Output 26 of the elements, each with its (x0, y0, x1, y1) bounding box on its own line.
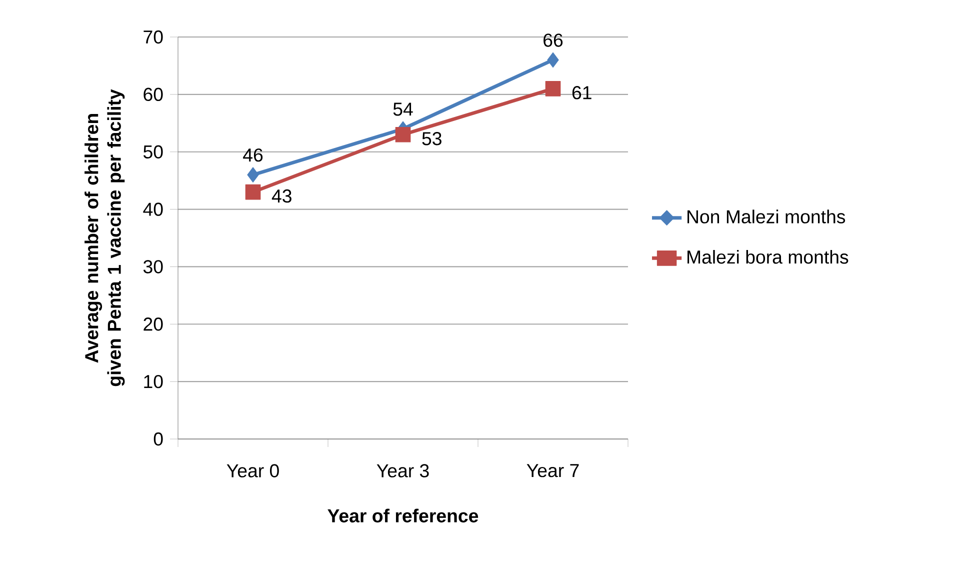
point (247, 167, 259, 182)
y-tick-label: 20 (144, 318, 163, 331)
data-label: 54 (393, 102, 413, 116)
x-tick-label: Year 0 (226, 464, 279, 478)
data-label: 61 (572, 86, 592, 100)
y-axis-title: Average number of children given Penta 1 vaccine per facility (84, 89, 125, 386)
y-tick-label: 50 (144, 145, 163, 158)
y-tick-label: 0 (154, 432, 163, 446)
x-tick-label: Year 7 (526, 464, 579, 478)
point (245, 184, 261, 200)
data-label: 53 (422, 132, 442, 146)
data-label: 43 (272, 189, 292, 203)
x-tick-label: Year 3 (376, 464, 429, 478)
data-label: 66 (544, 34, 563, 47)
y-tick-label: 70 (144, 30, 163, 44)
point (547, 52, 559, 68)
y-tick-label: 30 (143, 260, 163, 274)
legend-label: Malezi bora months (688, 250, 848, 264)
legend-label: Non Malezi months (688, 210, 846, 224)
y-tick-label: 40 (143, 202, 163, 216)
point (545, 81, 561, 96)
point (395, 126, 411, 142)
y-tick-label: 60 (144, 88, 163, 102)
x-axis-title: Year of reference (328, 508, 478, 522)
y-tick-label: 10 (144, 374, 163, 388)
data-label: 46 (243, 148, 263, 162)
